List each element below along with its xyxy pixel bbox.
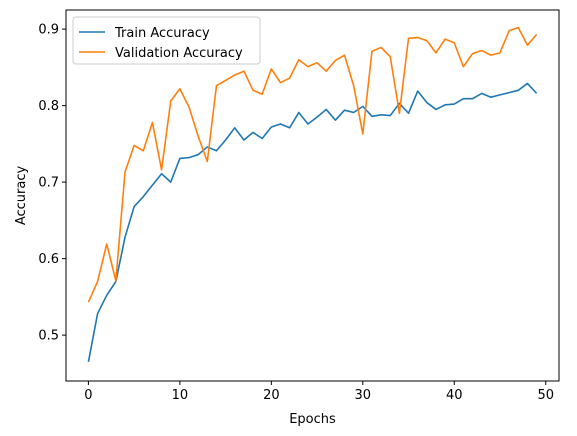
x-tick-label: 40 bbox=[446, 388, 463, 403]
legend-label-train: Train Accuracy bbox=[114, 26, 210, 41]
y-tick-label: 0.8 bbox=[38, 99, 59, 114]
y-tick-label: 0.9 bbox=[38, 23, 59, 38]
x-tick-label: 30 bbox=[355, 388, 372, 403]
x-tick-label: 20 bbox=[263, 388, 280, 403]
plot-frame bbox=[65, 9, 560, 382]
series-line-validation bbox=[87, 26, 538, 303]
legend-label-validation: Validation Accuracy bbox=[115, 46, 243, 61]
x-tick-label: 50 bbox=[537, 388, 554, 403]
x-axis: 0 10 20 30 40 50 bbox=[84, 381, 554, 403]
y-axis: 0.5 0.6 0.7 0.8 0.9 bbox=[38, 23, 66, 344]
y-axis-label: Accuracy bbox=[14, 166, 29, 226]
y-tick-label: 0.7 bbox=[38, 176, 59, 191]
y-tick-label: 0.6 bbox=[38, 252, 59, 267]
legend: Train Accuracy Validation Accuracy bbox=[72, 16, 261, 65]
y-tick-label: 0.5 bbox=[38, 329, 59, 344]
plot-area bbox=[87, 26, 538, 363]
x-tick-label: 0 bbox=[84, 388, 92, 403]
x-tick-label: 10 bbox=[172, 388, 189, 403]
x-axis-label: Epochs bbox=[289, 412, 336, 427]
series-line-train bbox=[87, 82, 538, 363]
legend-frame bbox=[72, 16, 261, 65]
